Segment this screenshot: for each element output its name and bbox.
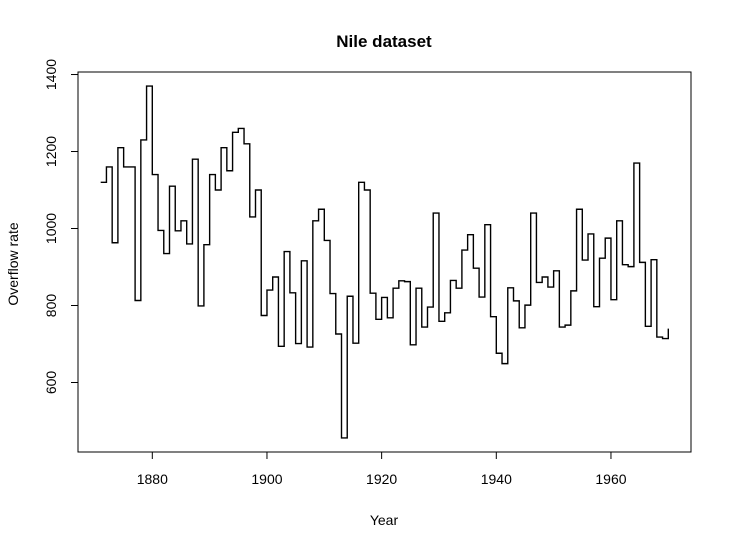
- y-tick-label: 600: [43, 371, 59, 395]
- x-tick-label: 1900: [251, 471, 282, 487]
- chart-title: Nile dataset: [336, 32, 432, 51]
- y-tick-label: 1200: [43, 136, 59, 167]
- y-axis: 600 800 1000 1200 1400: [43, 59, 79, 395]
- x-tick-label: 1940: [481, 471, 512, 487]
- x-axis-label: Year: [370, 512, 399, 528]
- x-axis: 1880 1900 1920 1940 1960: [137, 451, 627, 487]
- y-tick-label: 800: [43, 294, 59, 318]
- series-step-line: [100, 85, 669, 439]
- x-tick-label: 1920: [366, 471, 397, 487]
- y-tick-label: 1400: [43, 59, 59, 90]
- y-axis-label: Overflow rate: [5, 222, 21, 305]
- x-tick-label: 1880: [137, 471, 168, 487]
- x-tick-label: 1960: [595, 471, 626, 487]
- y-tick-label: 1000: [43, 213, 59, 244]
